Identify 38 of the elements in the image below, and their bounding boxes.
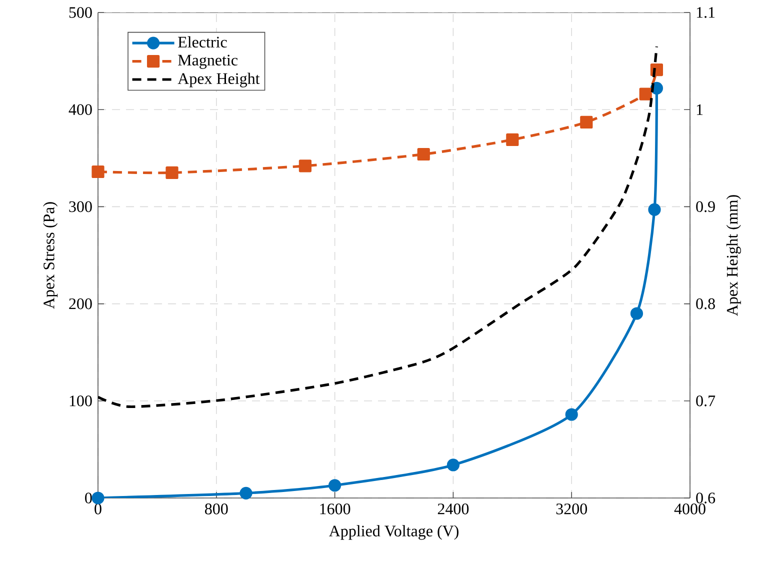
y-tick-label: 300 — [69, 201, 92, 212]
point — [92, 492, 104, 504]
legend-label: Electric — [178, 36, 227, 48]
point — [639, 88, 652, 100]
point — [166, 166, 178, 180]
x-tick-label: 2400 — [438, 504, 469, 514]
point — [328, 479, 342, 492]
y2-tick-label: 1 — [696, 104, 703, 115]
point — [648, 203, 661, 216]
y2-tick-label: 0.9 — [696, 201, 715, 212]
point — [565, 408, 578, 421]
y-tick-label: 400 — [68, 104, 92, 115]
point — [506, 133, 519, 146]
legend-label: Apex Height — [178, 72, 260, 88]
point — [630, 307, 644, 320]
x-tick-label: 800 — [205, 504, 228, 514]
point — [92, 165, 104, 178]
y2-tick-label: 1.1 — [696, 7, 715, 18]
point — [298, 160, 312, 172]
x-tick-label: 4000 — [674, 504, 706, 514]
y2-tick-label: 0.8 — [696, 298, 715, 310]
point — [417, 148, 430, 161]
x-tick-label: 0 — [94, 504, 102, 514]
point — [580, 116, 593, 129]
x-axis-title: Applied Voltage (V) — [328, 525, 458, 540]
y-axis-title: Apex Stress (Pa) — [43, 202, 58, 309]
y-tick-label: 200 — [69, 298, 92, 310]
y2-axis-title: Apex Height (mm) — [726, 195, 741, 316]
y-tick-label: 500 — [69, 7, 92, 18]
y2-tick-label: 0.6 — [696, 492, 716, 504]
x-tick-label: 1600 — [320, 504, 350, 514]
legend-label: Magnetic — [178, 54, 238, 69]
point — [240, 486, 252, 500]
point — [446, 458, 460, 472]
y2-tick-label: 0.7 — [696, 395, 716, 406]
y-tick-label: 0 — [85, 492, 92, 504]
y-tick-label: 100 — [70, 396, 92, 406]
x-tick-label: 3200 — [556, 504, 587, 514]
